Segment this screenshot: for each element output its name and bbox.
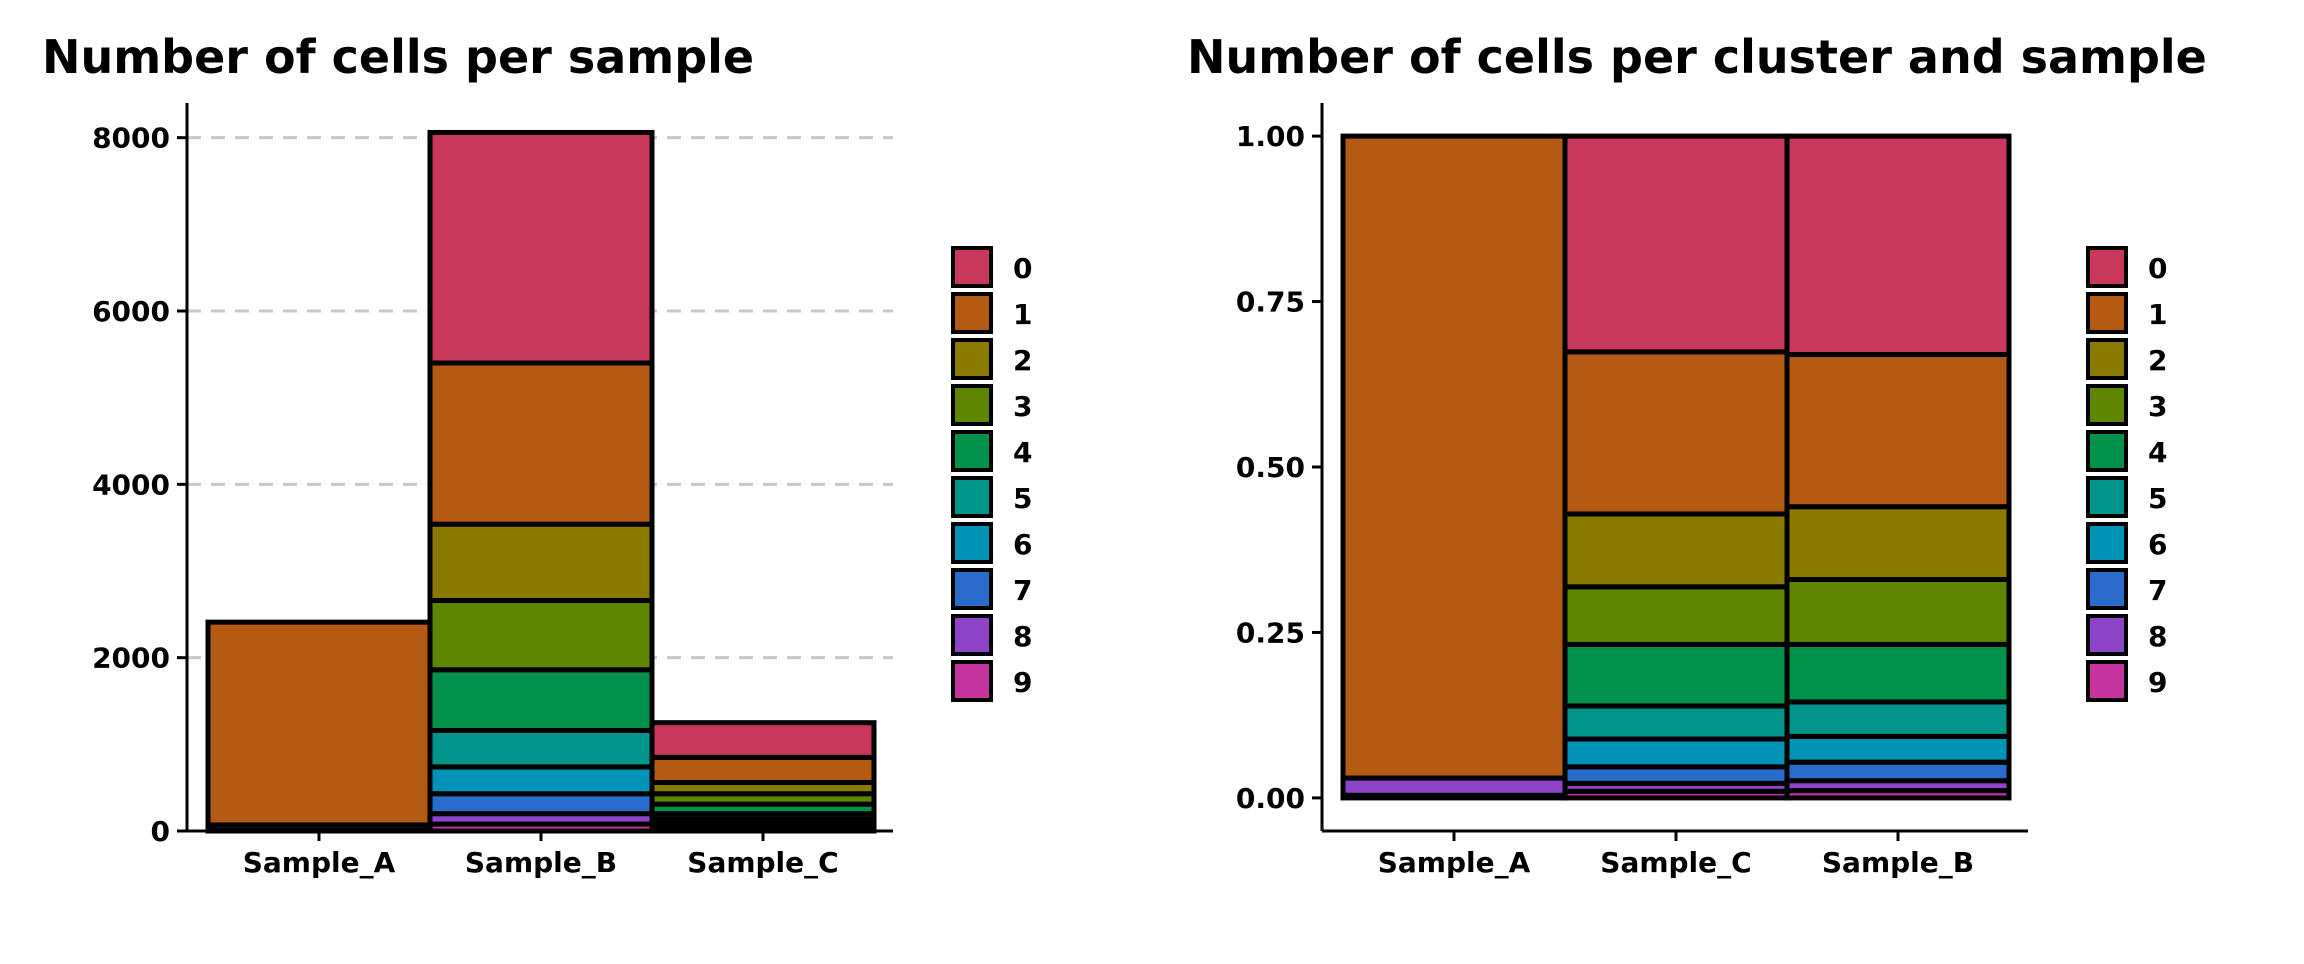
x-tick-label: Sample_C bbox=[1600, 846, 1751, 879]
bar-segment-sample-b-cluster-5 bbox=[427, 727, 655, 770]
legend-label: 8 bbox=[2148, 620, 2167, 653]
y-tick-label: 2000 bbox=[92, 642, 170, 675]
chart-panel-cells-per-cluster-and-sample: Number of cells per cluster and sample 0… bbox=[1187, 30, 2207, 879]
bar-segment-sample-a-cluster-8 bbox=[1340, 775, 1568, 798]
axes: 0 2000 4000 6000 8000 Sample_A Sample_B Sample_… bbox=[92, 103, 893, 879]
legend-label: 4 bbox=[1013, 436, 1032, 469]
chart-title: Number of cells per cluster and sample bbox=[1187, 30, 2207, 84]
legend-label: 6 bbox=[2148, 528, 2167, 561]
legend-label: 4 bbox=[2148, 436, 2167, 469]
bar-segment-sample-c-cluster-5 bbox=[1562, 703, 1790, 742]
legend-key-4 bbox=[951, 430, 993, 472]
legend-key-5 bbox=[951, 476, 993, 518]
bar-segment-sample-b-cluster-3 bbox=[1784, 577, 2012, 647]
bar-segment-sample-b-cluster-4 bbox=[1784, 641, 2012, 705]
bar-segment-sample-b-cluster-6 bbox=[427, 764, 655, 797]
y-tick-label: 1.00 bbox=[1236, 120, 1305, 153]
legend: 0 1 2 3 4 5 6 7 8 9 bbox=[2086, 246, 2167, 702]
legend-key-1 bbox=[2086, 292, 2128, 334]
legend-key-8 bbox=[951, 614, 993, 656]
x-tick-label: Sample_C bbox=[687, 846, 838, 879]
x-tick-label: Sample_B bbox=[1822, 846, 1974, 879]
bar-segment-sample-b-cluster-3 bbox=[427, 597, 655, 673]
legend-label: 7 bbox=[2148, 574, 2167, 607]
legend-key-7 bbox=[951, 568, 993, 610]
legend-key-9 bbox=[2086, 660, 2128, 702]
bar-segment-sample-b-cluster-1 bbox=[427, 360, 655, 527]
legend-label: 5 bbox=[2148, 482, 2167, 515]
legend-key-3 bbox=[951, 384, 993, 426]
bar-segment-sample-b-cluster-5 bbox=[1784, 699, 2012, 739]
bar-segment-sample-b-cluster-7 bbox=[1784, 759, 2012, 784]
bar-segment-sample-b-cluster-2 bbox=[1784, 504, 2012, 583]
bar-segment-sample-c-cluster-6 bbox=[1562, 736, 1790, 770]
bar-segment-sample-c-cluster-0 bbox=[1562, 133, 1790, 355]
legend-label: 9 bbox=[2148, 666, 2167, 699]
bar-segment-sample-c-cluster-4 bbox=[1562, 641, 1790, 709]
bars bbox=[1340, 133, 2012, 801]
bar-segment-sample-b-cluster-0 bbox=[427, 129, 655, 366]
bar-segment-sample-b-cluster-6 bbox=[1784, 733, 2012, 765]
bar-segment-sample-a-cluster-1 bbox=[1340, 133, 1568, 781]
legend-label: 2 bbox=[2148, 344, 2167, 377]
legend-key-3 bbox=[2086, 384, 2128, 426]
bar-segment-sample-b-cluster-7 bbox=[427, 791, 655, 817]
chart-title: Number of cells per sample bbox=[42, 30, 754, 84]
y-tick-label: 8000 bbox=[92, 122, 170, 155]
legend-label: 3 bbox=[1013, 390, 1032, 423]
legend-label: 5 bbox=[1013, 482, 1032, 515]
y-tick-label: 0.25 bbox=[1236, 616, 1305, 649]
legend-key-8 bbox=[2086, 614, 2128, 656]
legend-key-5 bbox=[2086, 476, 2128, 518]
bar-segment-sample-c-cluster-3 bbox=[1562, 584, 1790, 647]
y-tick-label: 0.75 bbox=[1236, 286, 1305, 319]
y-tick-label: 6000 bbox=[92, 295, 170, 328]
axes: 0.00 0.25 0.50 0.75 1.00 Sample_A Sample_C Samp… bbox=[1236, 103, 2028, 879]
legend-label: 7 bbox=[1013, 574, 1032, 607]
legend-label: 0 bbox=[1013, 252, 1032, 285]
bar-segment-sample-c-cluster-1 bbox=[649, 754, 877, 785]
bar-segment-sample-b-cluster-1 bbox=[1784, 351, 2012, 510]
legend-key-0 bbox=[951, 246, 993, 288]
bar-segment-sample-c-cluster-0 bbox=[649, 720, 877, 760]
legend-key-7 bbox=[2086, 568, 2128, 610]
legend: 0 1 2 3 4 5 6 7 8 9 bbox=[951, 246, 1032, 702]
legend-label: 8 bbox=[1013, 620, 1032, 653]
legend-key-0 bbox=[2086, 246, 2128, 288]
y-tick-label: 0.00 bbox=[1236, 782, 1305, 815]
legend-key-9 bbox=[951, 660, 993, 702]
y-tick-label: 0 bbox=[151, 815, 170, 848]
legend-label: 6 bbox=[1013, 528, 1032, 561]
bar-segment-sample-c-cluster-2 bbox=[1562, 511, 1790, 590]
x-tick-label: Sample_A bbox=[1378, 846, 1531, 879]
x-tick-label: Sample_B bbox=[465, 846, 617, 879]
legend-label: 0 bbox=[2148, 252, 2167, 285]
legend-key-1 bbox=[951, 292, 993, 334]
legend-label: 3 bbox=[2148, 390, 2167, 423]
bar-segment-sample-c-cluster-1 bbox=[1562, 349, 1790, 517]
legend-label: 1 bbox=[1013, 298, 1032, 331]
chart-panel-cells-per-sample: Number of cells per sample 0 2000 4000 6000… bbox=[42, 30, 1032, 879]
bar-segment-sample-b-cluster-4 bbox=[427, 667, 655, 733]
legend-key-2 bbox=[2086, 338, 2128, 380]
bars bbox=[205, 129, 877, 834]
legend-key-6 bbox=[2086, 522, 2128, 564]
y-tick-label: 4000 bbox=[92, 468, 170, 501]
legend-key-2 bbox=[951, 338, 993, 380]
legend-key-6 bbox=[951, 522, 993, 564]
x-tick-label: Sample_A bbox=[243, 846, 396, 879]
bar-segment-sample-b-cluster-0 bbox=[1784, 133, 2012, 357]
legend-label: 9 bbox=[1013, 666, 1032, 699]
bar-segment-sample-b-cluster-2 bbox=[427, 521, 655, 603]
y-tick-label: 0.50 bbox=[1236, 451, 1305, 484]
legend-key-4 bbox=[2086, 430, 2128, 472]
legend-label: 1 bbox=[2148, 298, 2167, 331]
bar-segment-sample-a-cluster-1 bbox=[205, 619, 433, 828]
legend-label: 2 bbox=[1013, 344, 1032, 377]
